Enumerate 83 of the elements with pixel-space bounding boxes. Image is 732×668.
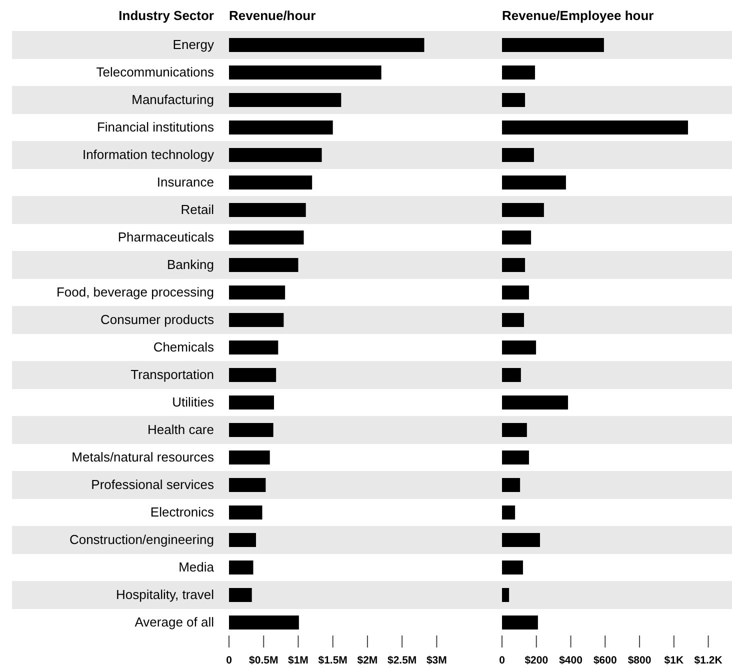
- y-tick-label: Financial institutions: [96, 120, 214, 134]
- y-tick-label: Manufacturing: [132, 92, 214, 107]
- bar: [502, 506, 516, 520]
- x-tick-label: $200: [524, 654, 548, 666]
- y-tick-label: Average of all: [134, 614, 214, 630]
- y-tick-label: Utilities: [172, 394, 214, 410]
- x-tick-label: $3M: [426, 654, 448, 666]
- x-tick-label: $400: [559, 654, 583, 666]
- bar: [229, 478, 266, 492]
- x-tick-label: $800: [628, 654, 652, 666]
- y-tick-label: Consumer products: [100, 312, 214, 327]
- bar: [502, 423, 527, 437]
- bar: [229, 340, 278, 354]
- bar: [502, 450, 529, 464]
- y-tick-label: Transportation: [130, 367, 214, 382]
- y-tick-label: Retail: [180, 202, 214, 217]
- bar: [229, 450, 270, 464]
- y-tick-label: Banking: [167, 257, 214, 272]
- bar: [502, 368, 521, 382]
- y-tick-label: Construction/engineering: [69, 532, 214, 547]
- x-tick-label: 0: [226, 654, 232, 666]
- bar: [502, 148, 534, 162]
- x-tick-label: $2.5M: [387, 654, 417, 666]
- bar: [229, 396, 274, 410]
- bar: [229, 148, 322, 162]
- bar: [229, 588, 252, 602]
- bar: [502, 176, 566, 190]
- bar: [229, 286, 286, 300]
- x-tick-label: $1M: [288, 654, 309, 666]
- bar: [502, 230, 532, 244]
- bar: [229, 560, 254, 574]
- y-tick-label: Food, beverage processing: [56, 284, 214, 300]
- bar: [502, 203, 544, 217]
- chart-title: Revenue/Employee hour: [502, 8, 654, 23]
- bar: [502, 93, 526, 107]
- bar: [502, 478, 520, 492]
- bar: [229, 176, 312, 190]
- bar: [502, 313, 524, 327]
- y-tick-label: Metals/natural resources: [72, 450, 214, 464]
- bar: [229, 93, 342, 107]
- y-tick-label: Energy: [172, 37, 214, 52]
- y-tick-label: Pharmaceuticals: [118, 230, 214, 244]
- y-tick-label: Electronics: [150, 504, 214, 520]
- bar: [502, 38, 604, 52]
- bar: [229, 313, 284, 327]
- x-tick-label: $1.2K: [694, 654, 723, 666]
- bar: [229, 506, 262, 520]
- y-tick-label: Insurance: [156, 174, 214, 190]
- bar: [502, 616, 538, 630]
- y-tick-label: Hospitality, travel: [116, 587, 214, 602]
- bar: [229, 368, 276, 382]
- x-tick-label: $1K: [664, 654, 684, 666]
- bar: [229, 230, 304, 244]
- bar: [502, 560, 523, 574]
- bar: [502, 340, 536, 354]
- bar: [229, 616, 299, 630]
- bar: [502, 120, 688, 134]
- bar: [229, 533, 256, 547]
- x-tick-label: $2M: [357, 654, 378, 666]
- bar: [502, 66, 536, 80]
- bar: [502, 286, 529, 300]
- y-tick-label: Health care: [148, 422, 214, 437]
- bar: [502, 533, 540, 547]
- bar: [502, 258, 526, 272]
- y-tick-label: Telecommunications: [96, 64, 214, 80]
- x-tick-label: $0.5M: [249, 654, 278, 666]
- chart-title: Revenue/hour: [229, 8, 316, 23]
- bar: [229, 203, 306, 217]
- bar: [229, 66, 382, 80]
- bar: [229, 38, 424, 52]
- x-tick-label: $600: [593, 654, 617, 666]
- y-tick-label: Media: [178, 560, 215, 574]
- x-tick-label: 0: [499, 654, 506, 666]
- bar: [502, 396, 568, 410]
- bar: [229, 120, 333, 134]
- bar: [229, 423, 274, 437]
- y-axis-title: Industry Sector: [118, 8, 214, 23]
- bar: [229, 258, 298, 272]
- x-tick-label: $1.5M: [318, 654, 348, 666]
- y-tick-label: Professional services: [91, 477, 214, 492]
- bar: [502, 588, 510, 602]
- y-tick-label: Chemicals: [153, 340, 214, 354]
- y-tick-label: Information technology: [82, 147, 214, 162]
